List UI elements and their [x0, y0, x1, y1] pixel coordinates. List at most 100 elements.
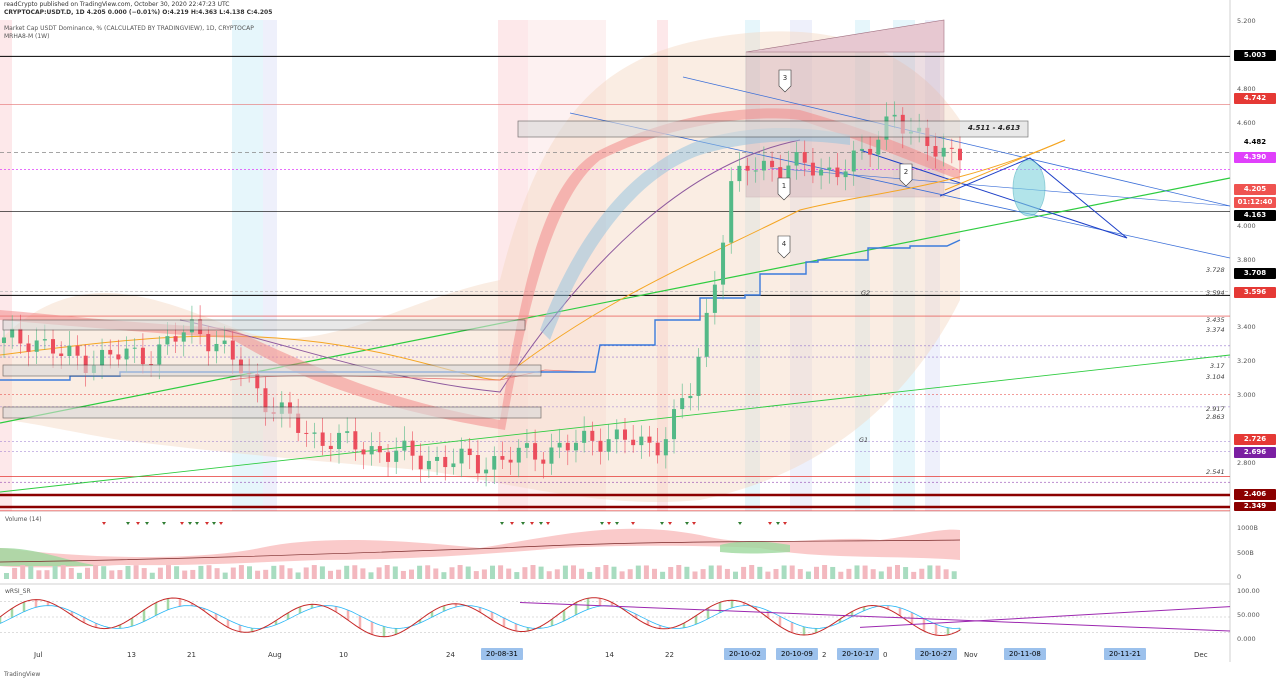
signal-triangle — [162, 522, 166, 525]
volume-bar — [417, 565, 423, 579]
candle-body — [745, 165, 750, 171]
series-title: Market Cap USDT Dominance, % (CALCULATED… — [4, 25, 254, 32]
price-tick: 4.000 — [1237, 222, 1256, 230]
wave-number: 1 — [782, 182, 786, 190]
volume-bar — [311, 565, 317, 579]
x-tick: 14 — [605, 651, 614, 659]
volume-bar — [133, 565, 139, 579]
candle-body — [67, 345, 72, 357]
candle-body — [475, 455, 480, 474]
candle-body — [304, 432, 309, 434]
volume-bar — [368, 572, 374, 579]
candle-body — [75, 345, 80, 356]
signal-triangle — [126, 522, 130, 525]
candle-body — [230, 340, 235, 360]
volume-bar — [838, 571, 844, 579]
candle-body — [18, 328, 23, 344]
volume-bar — [627, 569, 633, 579]
annotations: 1 2 3 4 — [2, 69, 1066, 419]
price-tick: 4.800 — [1237, 85, 1256, 93]
candle-body — [827, 167, 832, 170]
volume-bar — [392, 566, 398, 579]
x-tick: Nov — [964, 651, 978, 659]
candle-body — [173, 336, 178, 342]
volume-bar — [449, 567, 455, 579]
candle-body — [140, 347, 145, 365]
price-box: 3.708 — [1234, 268, 1276, 279]
candle-body — [533, 443, 538, 460]
x-date-marker: 20-11-21 — [1104, 648, 1146, 660]
candle-body — [958, 148, 962, 161]
candle-body — [108, 349, 113, 355]
volume-bar — [279, 565, 285, 579]
candle-body — [802, 152, 807, 163]
volume-bar — [927, 565, 933, 579]
volume-bar — [805, 571, 811, 579]
volume-bar — [749, 565, 755, 579]
signal-triangle — [615, 522, 619, 525]
volume-bar — [668, 566, 674, 579]
candle-body — [149, 364, 154, 366]
signal-triangle — [195, 522, 199, 525]
triangle-zone — [745, 19, 945, 53]
candle-body — [26, 343, 31, 352]
candle-body — [361, 449, 366, 455]
signal-triangle — [607, 522, 611, 525]
candle-body — [263, 388, 268, 413]
volume-bar — [773, 568, 779, 579]
candle-body — [83, 355, 88, 373]
candle-body — [51, 339, 56, 354]
signal-triangle — [510, 522, 514, 525]
trendline-green — [0, 177, 1231, 424]
volume-bar — [117, 570, 123, 579]
volume-bar — [830, 566, 836, 579]
signal-triangle — [668, 522, 672, 525]
candle-body — [492, 456, 497, 470]
candle-body — [443, 456, 448, 468]
volume-bar — [878, 571, 884, 579]
price-box: 5.003 — [1234, 50, 1276, 61]
x-date-marker: 20-11-08 — [1004, 648, 1046, 660]
candle-body — [859, 148, 864, 151]
x-date-marker: 20-10-09 — [776, 648, 818, 660]
candle-body — [116, 354, 121, 360]
volume-bar — [846, 568, 852, 579]
zone-label: 4.511 - 4.613 — [968, 124, 1021, 132]
shade-band — [790, 20, 812, 511]
candle-body — [819, 169, 824, 176]
candle-body — [941, 147, 946, 157]
candle-body — [933, 146, 938, 157]
candle-body — [508, 459, 513, 463]
candle-body — [737, 165, 742, 182]
volume-bar — [4, 573, 9, 579]
channel-line — [682, 76, 1231, 207]
signal-triangle — [631, 522, 635, 525]
volume-bar — [93, 565, 99, 579]
candle-body — [435, 456, 440, 461]
volume-tick: 500B — [1237, 549, 1254, 557]
candle-body — [688, 395, 693, 399]
signal-triangle — [776, 522, 780, 525]
x-tick: Dec — [1194, 651, 1208, 659]
signal-triangle — [546, 522, 550, 525]
signal-triangle — [205, 522, 209, 525]
candle-body — [484, 469, 489, 474]
candle-body — [647, 436, 652, 443]
candle-body — [402, 440, 407, 451]
volume-bar — [68, 567, 74, 579]
candle-body — [868, 148, 873, 155]
volume-bar — [271, 565, 277, 579]
volume-bar — [85, 567, 90, 579]
signal-triangle — [145, 522, 149, 525]
volume-bar — [303, 567, 309, 579]
volume-pane-title: Volume (14) — [5, 516, 42, 523]
price-tick: 3.000 — [1237, 391, 1256, 399]
signal-triangle — [180, 522, 184, 525]
volume-bar — [247, 566, 252, 579]
volume-bar — [603, 565, 609, 579]
price-box: 4.482 — [1234, 137, 1276, 148]
candle-body — [467, 448, 472, 456]
x-tick: Jul — [34, 651, 43, 659]
volume-bar — [52, 566, 58, 579]
